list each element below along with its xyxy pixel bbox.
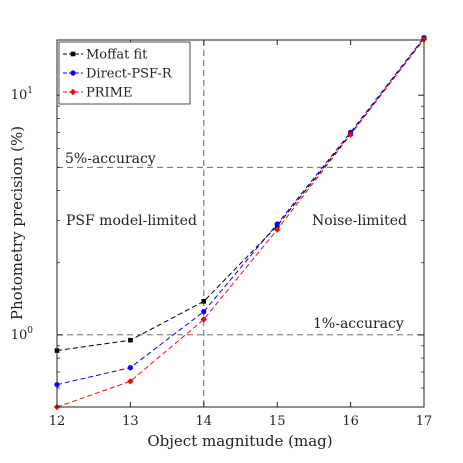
series-point-2 bbox=[200, 316, 207, 323]
series-line-0 bbox=[56, 37, 425, 352]
y-axis-title: Photometry precision (%) bbox=[8, 126, 26, 320]
x-tick-label: 14 bbox=[196, 414, 213, 429]
series-point-2 bbox=[420, 36, 428, 43]
legend-marker-2 bbox=[69, 88, 77, 96]
series-point-0 bbox=[128, 337, 133, 343]
series-point-1 bbox=[201, 309, 207, 315]
legend: Moffat fit Direct-PSF-R PRIME bbox=[58, 41, 191, 105]
legend-box bbox=[58, 41, 191, 105]
x-tick-label: 12 bbox=[49, 414, 66, 429]
x-tick-label: 17 bbox=[416, 414, 433, 429]
plot-frame bbox=[56, 39, 425, 408]
legend-label-2: PRIME bbox=[86, 86, 132, 101]
series-point-2 bbox=[274, 226, 281, 233]
x-tick-label: 16 bbox=[342, 414, 359, 429]
legend-label-1: Direct-PSF-R bbox=[86, 67, 173, 82]
series-line-2 bbox=[56, 39, 425, 408]
series-point-1 bbox=[274, 221, 280, 227]
legend-marker-1 bbox=[70, 70, 76, 76]
annotation-noise-limited: Noise-limited bbox=[312, 213, 407, 229]
series-line-1 bbox=[56, 37, 425, 386]
y-tick-label: 100 bbox=[11, 326, 34, 343]
series-point-0 bbox=[201, 299, 207, 304]
x-tick-label: 15 bbox=[269, 414, 286, 429]
ref-label-1pct: 1%-accuracy bbox=[313, 316, 404, 332]
x-tick-label: 13 bbox=[122, 414, 139, 429]
annotation-psf-model-limited: PSF model-limited bbox=[66, 213, 197, 229]
legend-marker-0 bbox=[70, 51, 76, 57]
series-point-2 bbox=[127, 378, 134, 385]
series-point-1 bbox=[127, 365, 133, 371]
ref-label-5pct: 5%-accuracy bbox=[65, 151, 156, 167]
legend-label-0: Moffat fit bbox=[86, 48, 148, 63]
y-tick-label: 101 bbox=[11, 86, 33, 103]
series-point-2 bbox=[347, 131, 354, 138]
x-axis-title: Object magnitude (mag) bbox=[147, 432, 332, 450]
